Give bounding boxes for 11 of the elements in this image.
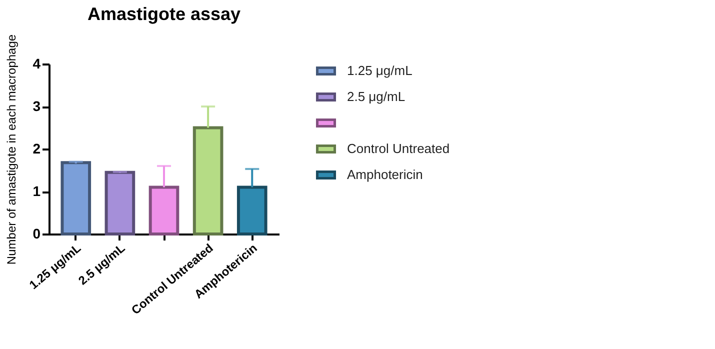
legend-label: Amphotericin [347,167,423,182]
legend-label: Control Untreated [347,141,450,156]
y-tick-label: 0 [32,226,41,242]
y-axis-title: Number of amastigote in each macrophage [4,34,19,265]
y-tick-label: 3 [32,98,41,114]
y-tick-label: 2 [32,140,41,156]
chart-title: Amastigote assay [87,4,241,24]
y-tick-label: 1 [32,183,41,199]
legend-label: 1.25 μg/mL [347,63,412,78]
y-tick-label: 4 [32,56,41,72]
legend-label: 2.5 μg/mL [347,89,406,104]
